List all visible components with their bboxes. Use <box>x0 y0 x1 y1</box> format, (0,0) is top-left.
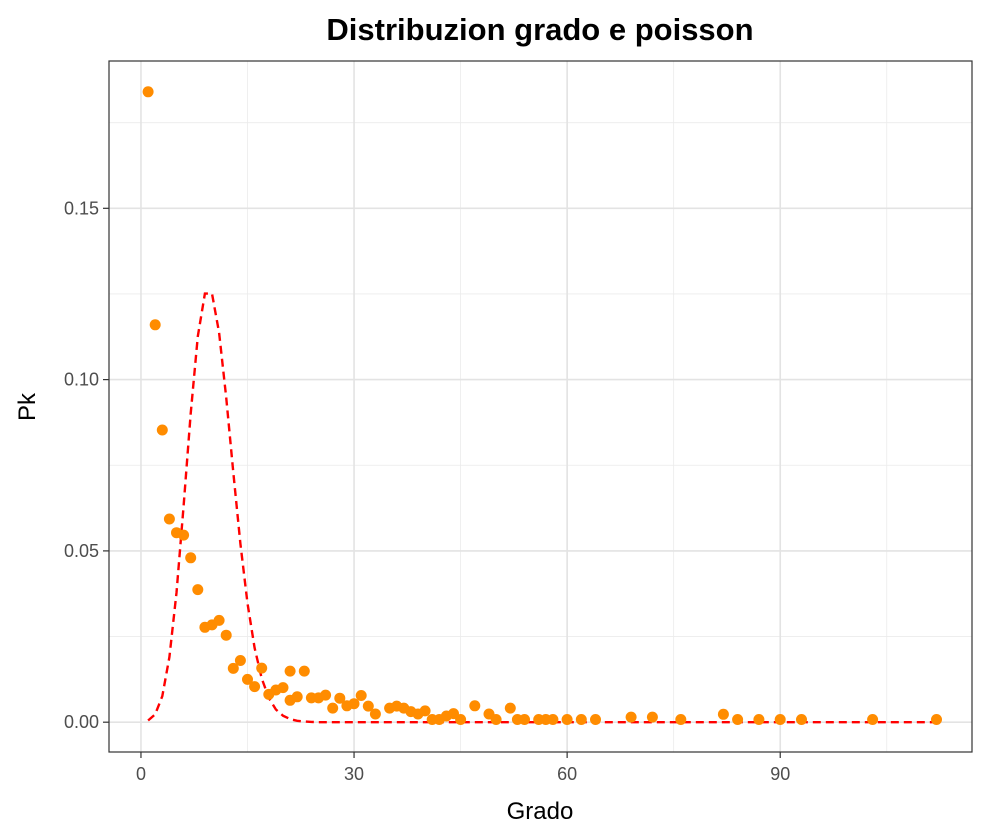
degree-point <box>796 714 807 725</box>
degree-point <box>519 714 530 725</box>
y-tick-label: 0.00 <box>64 712 99 732</box>
degree-point <box>753 714 765 725</box>
degree-point <box>284 665 296 677</box>
x-axis-title: Grado <box>507 798 574 825</box>
x-tick-label: 0 <box>136 764 146 784</box>
degree-point <box>163 513 175 525</box>
degree-point <box>561 714 573 725</box>
degree-point <box>931 714 942 725</box>
degree-point <box>149 319 161 331</box>
x-axis: 0 30 60 90 <box>136 752 790 784</box>
degree-point <box>249 681 261 693</box>
chart-title: Distribuzion grado e poisson <box>326 12 753 47</box>
y-axis: 0.00 0.05 0.10 0.15 <box>64 198 109 732</box>
degree-point <box>590 714 601 725</box>
degree-points-layer <box>142 86 942 725</box>
degree-point <box>732 714 744 725</box>
degree-point <box>277 682 289 694</box>
degree-point <box>646 711 658 723</box>
degree-point <box>327 702 339 714</box>
degree-point <box>227 662 239 674</box>
degree-point <box>298 665 310 677</box>
degree-point <box>455 714 467 725</box>
degree-point <box>625 711 637 723</box>
degree-point <box>575 714 587 725</box>
degree-point <box>348 698 360 710</box>
y-axis-title: Pk <box>14 392 41 421</box>
degree-point <box>291 691 303 703</box>
y-tick-label: 0.15 <box>64 198 99 218</box>
x-tick-label: 60 <box>557 764 577 784</box>
degree-point <box>256 662 268 674</box>
degree-point <box>369 708 381 720</box>
degree-point <box>142 86 154 98</box>
degree-point <box>355 690 367 701</box>
degree-point <box>192 584 204 596</box>
poisson-line <box>147 292 937 724</box>
degree-point <box>490 714 502 725</box>
degree-point <box>717 708 729 720</box>
degree-point <box>774 714 786 725</box>
x-tick-label: 90 <box>770 764 790 784</box>
plot-panel <box>108 60 973 753</box>
degree-point <box>220 629 232 641</box>
degree-point <box>156 424 168 436</box>
poisson-line-layer <box>147 292 937 724</box>
degree-point <box>504 702 516 714</box>
x-tick-label: 30 <box>344 764 364 784</box>
degree-point <box>242 673 253 685</box>
degree-point <box>320 689 332 701</box>
degree-point <box>362 700 374 712</box>
degree-point <box>419 705 431 717</box>
degree-point <box>867 714 879 725</box>
degree-point <box>234 655 246 666</box>
degree-point <box>178 529 190 541</box>
degree-point <box>185 552 197 564</box>
degree-point <box>547 714 559 725</box>
degree-point <box>675 714 687 725</box>
degree-point <box>334 692 346 704</box>
grid <box>109 61 972 752</box>
y-tick-label: 0.05 <box>64 541 99 561</box>
degree-point <box>213 614 225 626</box>
y-tick-label: 0.10 <box>64 370 99 390</box>
degree-point <box>469 700 481 712</box>
